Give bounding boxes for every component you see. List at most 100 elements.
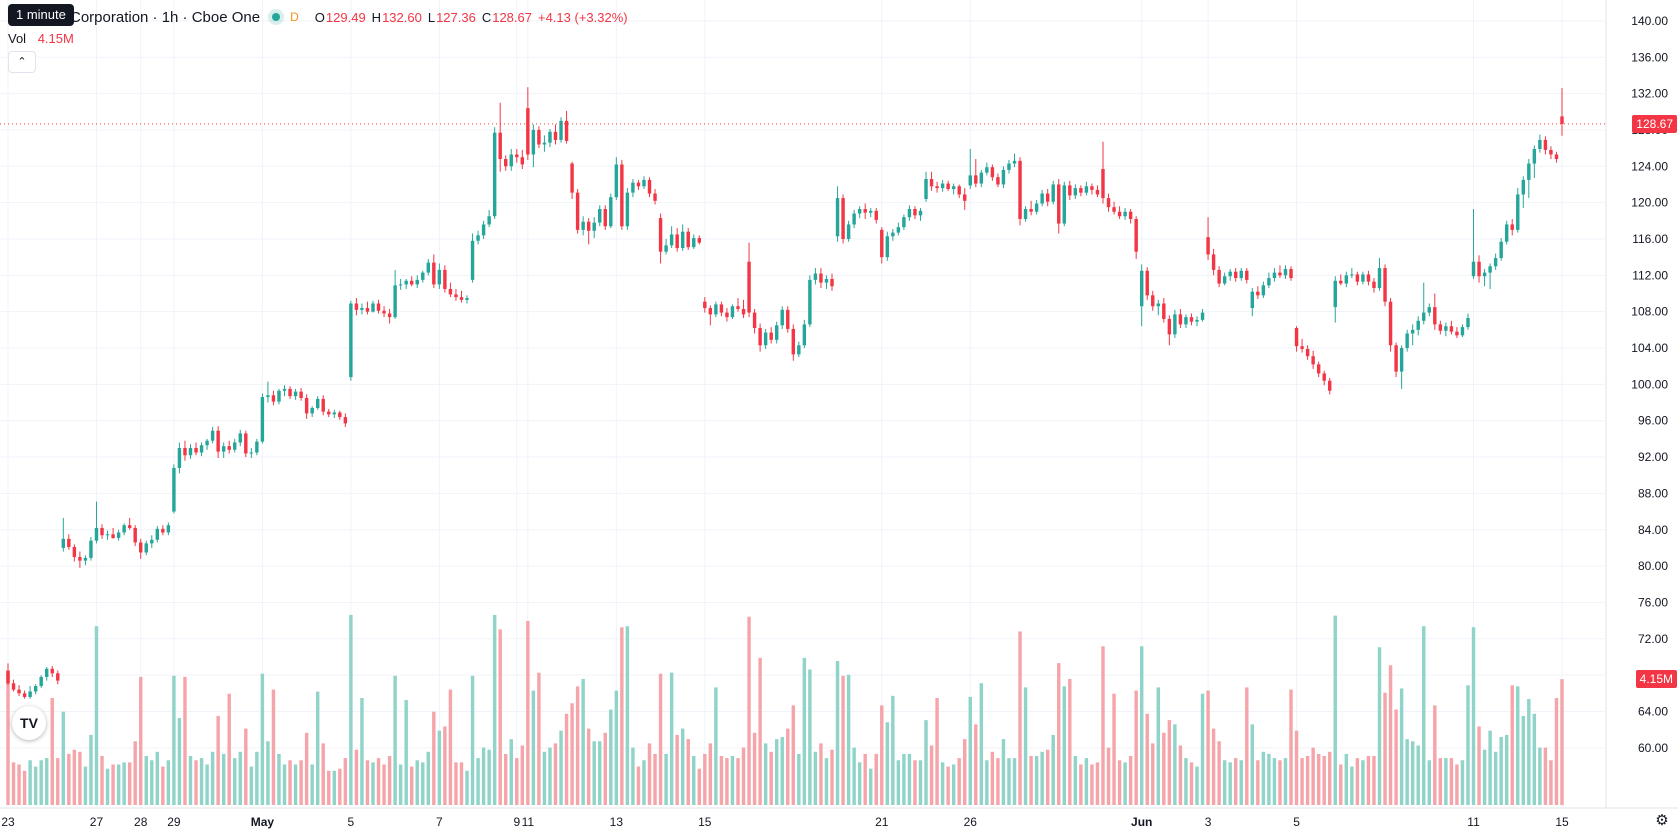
candle-body <box>907 208 912 218</box>
volume-bar <box>990 751 995 805</box>
volume-bar <box>841 675 845 805</box>
candle-body <box>1101 169 1105 199</box>
candle-body <box>233 442 237 450</box>
volume-bar <box>1521 715 1526 805</box>
candle-body <box>454 294 458 298</box>
candle-body <box>415 279 419 285</box>
candle-body <box>1062 185 1066 224</box>
candle-body <box>360 308 364 310</box>
volume-bar <box>1344 753 1349 805</box>
volume-bar <box>393 675 397 805</box>
symbol-title[interactable]: Corporation · 1h · Cboe One <box>70 8 261 26</box>
volume-bars <box>6 615 1564 805</box>
candle-body <box>1372 281 1376 289</box>
volume-bar <box>288 760 292 805</box>
candle-body <box>885 236 890 258</box>
price-tick-label: 124.00 <box>1631 159 1668 173</box>
price-tick-label: 92.00 <box>1638 450 1668 464</box>
candle-body <box>575 192 580 230</box>
chart-grid <box>0 0 1678 809</box>
candle-body <box>1422 312 1426 321</box>
time-tick-label: 27 <box>90 815 104 829</box>
volume-bar <box>382 764 386 805</box>
candle-body <box>1167 318 1172 335</box>
low-label: L <box>427 9 436 25</box>
candle-body <box>653 193 657 201</box>
candle-body <box>913 208 917 216</box>
volume-bar <box>161 766 165 805</box>
volume-bar <box>1543 747 1548 805</box>
volume-bar <box>614 690 619 805</box>
candle-body <box>354 303 359 310</box>
candle-body <box>1554 154 1559 160</box>
candle-body <box>586 221 591 231</box>
collapse-legend-button[interactable]: ⌃ <box>8 51 36 73</box>
volume-bar <box>415 760 419 805</box>
candle-body <box>1095 189 1100 195</box>
candle-body <box>564 120 569 141</box>
candle-body <box>841 198 845 239</box>
market-status-badge[interactable]: D <box>290 10 299 24</box>
volume-bar <box>277 753 281 805</box>
time-tick-label: 9 <box>513 815 520 829</box>
volume-bar <box>210 751 215 805</box>
candle-body <box>398 284 403 286</box>
volume-bar <box>1388 665 1393 805</box>
price-tick-label: 140.00 <box>1631 14 1668 28</box>
volume-bar <box>1167 720 1172 805</box>
tradingview-logo[interactable]: TV <box>12 706 46 740</box>
volume-bar <box>537 672 541 805</box>
volume-bar <box>603 732 607 805</box>
candle-body <box>592 222 596 231</box>
candle-body <box>1245 270 1249 280</box>
candle-body <box>664 245 668 252</box>
candle-body <box>736 306 740 309</box>
candle-body <box>1410 329 1415 334</box>
volume-bar <box>139 676 143 805</box>
volume-bar <box>1422 626 1426 805</box>
gear-icon[interactable]: ⚙ <box>1655 812 1669 829</box>
candle-body <box>205 440 209 446</box>
candle-body <box>1189 317 1194 322</box>
volume-bar <box>747 616 751 805</box>
volume-bar <box>56 758 60 805</box>
volume-label[interactable]: Vol <box>8 31 27 46</box>
candle-body <box>476 235 480 241</box>
change-value: +4.13 (+3.32%) <box>537 9 628 25</box>
open-label: O <box>314 9 325 25</box>
candle-body <box>1200 312 1205 320</box>
volume-bar <box>1416 745 1420 805</box>
candle-body <box>1322 373 1326 381</box>
candle-body <box>28 691 32 697</box>
candle-body <box>315 398 320 408</box>
candle-body <box>1543 139 1548 150</box>
candle-body <box>1234 271 1238 279</box>
volume-bar <box>343 758 348 805</box>
candle-body <box>979 172 984 184</box>
candle-body <box>459 297 464 300</box>
candle-body <box>1073 188 1078 196</box>
candle-body <box>1311 356 1315 365</box>
price-tick-label: 116.00 <box>1632 232 1668 246</box>
candle-body <box>1023 208 1028 219</box>
candle-body <box>89 540 93 558</box>
volume-bar <box>1405 739 1409 805</box>
candle-body <box>1084 186 1089 193</box>
candle-body <box>636 182 641 187</box>
volume-bar <box>1328 751 1332 805</box>
volume-bar <box>874 753 878 805</box>
candle-body <box>498 132 502 160</box>
candle-body <box>1549 149 1553 155</box>
candle-body <box>1178 314 1183 325</box>
candle-body <box>1112 207 1116 212</box>
volume-bar <box>421 762 425 805</box>
candle-body <box>1350 274 1354 276</box>
candle-body <box>990 167 995 178</box>
candle-body <box>1289 268 1293 279</box>
candle-body <box>155 528 160 540</box>
candle-body <box>1538 139 1542 150</box>
volume-bar <box>686 739 690 805</box>
volume-bar <box>244 728 248 805</box>
candle-body <box>824 278 829 283</box>
